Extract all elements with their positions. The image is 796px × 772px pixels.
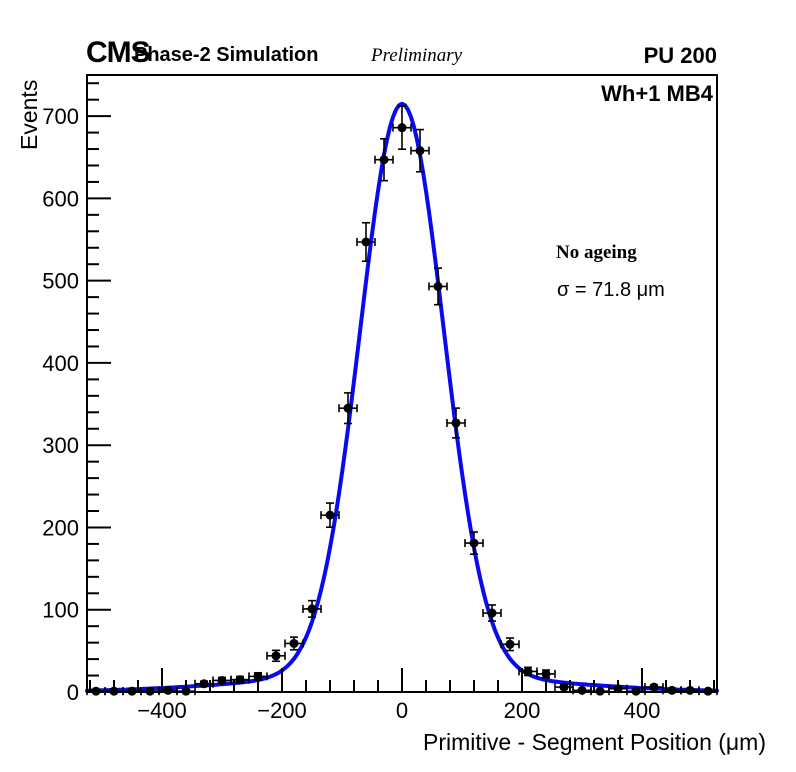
data-points bbox=[86, 105, 718, 696]
svg-text:0: 0 bbox=[396, 698, 408, 723]
pileup-label: PU 200 bbox=[643, 43, 717, 68]
svg-text:700: 700 bbox=[42, 104, 79, 129]
svg-text:200: 200 bbox=[42, 515, 79, 540]
preliminary-label: Preliminary bbox=[371, 45, 463, 66]
x-axis-title: Primitive - Segment Position (μm) bbox=[422, 729, 766, 755]
phase2-simulation-label: Phase-2 Simulation bbox=[134, 44, 319, 66]
svg-text:400: 400 bbox=[42, 351, 79, 376]
y-tick-labels: 0 100 200 300 400 500 600 700 bbox=[42, 104, 79, 705]
svg-text:200: 200 bbox=[504, 698, 541, 723]
svg-text:600: 600 bbox=[42, 186, 79, 211]
x-axis-ticks bbox=[89, 668, 715, 692]
ageing-scenario-label: No ageing bbox=[556, 242, 637, 263]
svg-text:−400: −400 bbox=[137, 698, 187, 723]
fit-curve bbox=[85, 101, 719, 693]
svg-text:0: 0 bbox=[67, 680, 79, 705]
wheel-station-label: Wh+1 MB4 bbox=[601, 81, 713, 106]
svg-text:100: 100 bbox=[42, 598, 79, 623]
sigma-result-label: σ = 71.8 μm bbox=[557, 279, 665, 301]
svg-text:300: 300 bbox=[42, 433, 79, 458]
x-tick-labels: −400 −200 0 200 400 bbox=[137, 698, 660, 723]
svg-text:−200: −200 bbox=[257, 698, 307, 723]
cms-logo: CMS bbox=[86, 36, 151, 69]
y-axis-title: Events bbox=[16, 79, 42, 150]
plot-frame bbox=[86, 74, 718, 693]
y-axis-ticks bbox=[87, 82, 111, 693]
svg-text:400: 400 bbox=[624, 698, 661, 723]
svg-text:500: 500 bbox=[42, 269, 79, 294]
